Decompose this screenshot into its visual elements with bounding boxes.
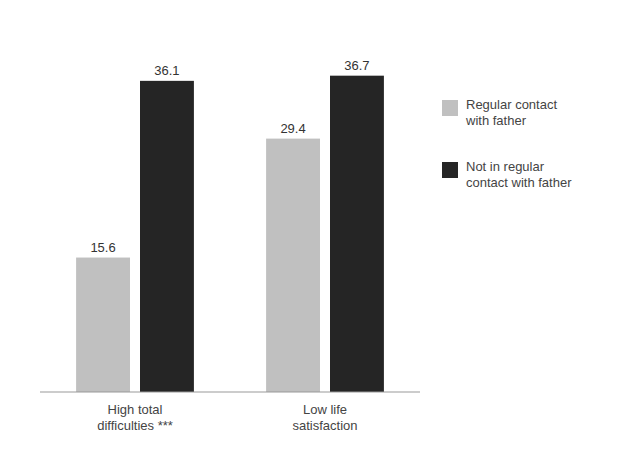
bar bbox=[330, 76, 384, 392]
data-labels: 15.6 29.4 36.1 36.7 bbox=[90, 58, 369, 255]
legend-label: Regular contactwith father bbox=[465, 97, 557, 128]
data-label: 36.1 bbox=[154, 63, 179, 78]
x-tick-labels: High totaldifficulties *** Low lifesatisf… bbox=[97, 402, 357, 433]
x-axis bbox=[40, 392, 420, 393]
bars bbox=[76, 76, 384, 392]
x-tick-label: Low lifesatisfaction bbox=[292, 402, 357, 433]
chart-svg: 15.6 29.4 36.1 36.7 High totaldifficulties *… bbox=[0, 0, 626, 466]
legend: Regular contactwith father Not in regular… bbox=[442, 97, 572, 190]
bar bbox=[76, 258, 130, 392]
data-label: 29.4 bbox=[280, 121, 305, 136]
chart-container: 15.6 29.4 36.1 36.7 High totaldifficulties *… bbox=[0, 0, 626, 466]
bar bbox=[266, 139, 320, 392]
data-label: 15.6 bbox=[90, 240, 115, 255]
legend-swatch bbox=[442, 162, 458, 178]
data-label: 36.7 bbox=[344, 58, 369, 73]
x-tick-label: High totaldifficulties *** bbox=[97, 402, 173, 433]
bar bbox=[140, 81, 194, 392]
legend-label: Not in regularcontact with father bbox=[466, 159, 572, 190]
legend-swatch bbox=[442, 100, 458, 116]
